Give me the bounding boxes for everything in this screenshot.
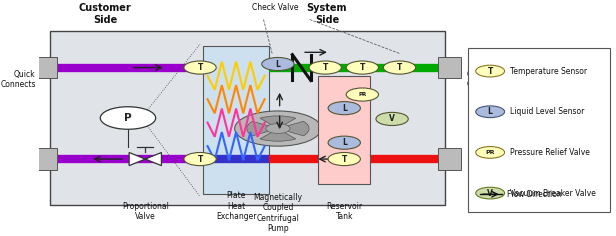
Text: L: L: [342, 104, 347, 113]
Circle shape: [266, 124, 290, 134]
Circle shape: [262, 58, 294, 71]
Circle shape: [383, 61, 416, 74]
Text: System
Side: System Side: [307, 3, 347, 25]
Text: Reservoir
Tank: Reservoir Tank: [326, 202, 362, 221]
Text: Temperature Sensor: Temperature Sensor: [510, 67, 587, 76]
Polygon shape: [129, 152, 145, 166]
Text: L: L: [342, 138, 347, 147]
Text: V: V: [487, 189, 493, 198]
Circle shape: [476, 187, 505, 199]
Bar: [468, 48, 610, 212]
Circle shape: [346, 88, 378, 101]
Text: T: T: [197, 63, 203, 72]
Circle shape: [346, 61, 378, 74]
Text: L: L: [275, 59, 280, 68]
Bar: [438, 57, 461, 78]
Text: Quick
Connects: Quick Connects: [467, 70, 503, 89]
Circle shape: [376, 112, 408, 126]
Circle shape: [328, 152, 360, 166]
Polygon shape: [145, 152, 161, 166]
Text: T: T: [341, 155, 347, 164]
Text: Quick
Connects: Quick Connects: [0, 70, 36, 89]
Bar: [203, 46, 269, 194]
Circle shape: [328, 136, 360, 149]
Circle shape: [235, 111, 321, 146]
Text: V: V: [389, 114, 395, 123]
Text: Check Valve: Check Valve: [252, 3, 298, 12]
Text: L: L: [488, 107, 493, 116]
Text: T: T: [487, 67, 493, 76]
Wedge shape: [260, 116, 296, 129]
Text: P: P: [124, 113, 132, 123]
Text: T: T: [397, 63, 402, 72]
Text: Liquid Level Sensor: Liquid Level Sensor: [510, 107, 584, 116]
Text: PR: PR: [359, 92, 367, 97]
Circle shape: [476, 65, 505, 77]
Circle shape: [309, 61, 341, 74]
Bar: [438, 148, 461, 170]
Circle shape: [328, 101, 360, 115]
Text: Proportional
Valve: Proportional Valve: [122, 202, 169, 221]
Bar: [318, 76, 370, 184]
Text: Plate
Heat
Exchanger: Plate Heat Exchanger: [216, 191, 256, 221]
Circle shape: [184, 61, 216, 74]
Text: T: T: [360, 63, 365, 72]
Bar: [34, 57, 57, 78]
Text: Customer
Side: Customer Side: [78, 3, 131, 25]
Circle shape: [476, 147, 505, 158]
Text: PR: PR: [485, 150, 495, 155]
Text: Pressure Relief Valve: Pressure Relief Valve: [510, 148, 590, 157]
Text: T: T: [197, 155, 203, 164]
Circle shape: [100, 107, 156, 129]
Bar: [50, 31, 445, 205]
Text: Vacuum Breaker Valve: Vacuum Breaker Valve: [510, 189, 596, 198]
Circle shape: [184, 152, 216, 166]
Circle shape: [476, 106, 505, 118]
Text: T: T: [323, 63, 328, 72]
Bar: [34, 148, 57, 170]
Text: Flow Direction: Flow Direction: [507, 190, 562, 199]
Wedge shape: [247, 121, 278, 136]
Wedge shape: [278, 121, 309, 136]
Wedge shape: [260, 129, 296, 141]
Text: Magnetically
Coupled
Centrifugal
Pump: Magnetically Coupled Centrifugal Pump: [253, 193, 302, 233]
